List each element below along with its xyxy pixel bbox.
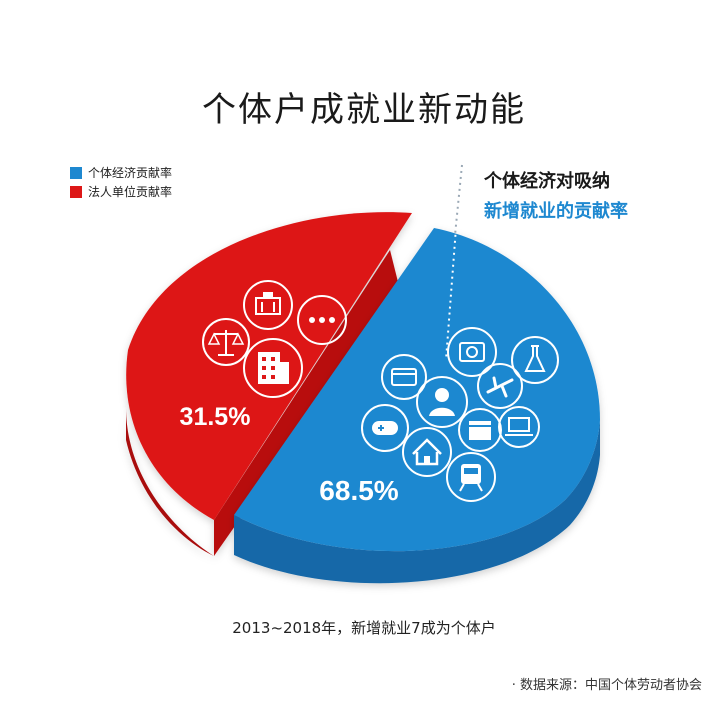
chart-subtitle: 2013~2018年，新增就业7成为个体户 (232, 619, 496, 637)
data-label-individual: 68.5% (319, 475, 398, 506)
office-building-icon (243, 338, 303, 398)
bank-icon (243, 280, 293, 330)
flask-icon (511, 336, 559, 384)
legend-swatch-red (70, 185, 82, 198)
airplane-icon (477, 363, 523, 409)
legend-label-individual: 个体经济贡献率 (88, 166, 173, 180)
annotation: 个体经济对吸纳 新增就业的贡献率 (484, 167, 628, 227)
data-source: · 数据来源：中国个体劳动者协会 (511, 678, 702, 693)
annotation-leader-line (445, 174, 461, 361)
train-icon (446, 452, 496, 502)
credit-card-icon (381, 354, 427, 400)
legend-item-individual: 个体经济贡献率 (70, 163, 172, 182)
laptop-icon (498, 406, 540, 448)
home-icon (402, 427, 452, 477)
legend-label-corporate: 法人单位贡献率 (88, 185, 173, 199)
pie-slice-individual-top (234, 228, 600, 552)
legend: 个体经济贡献率 法人单位贡献率 (70, 163, 172, 201)
annotation-line-2: 新增就业的贡献率 (484, 201, 628, 222)
person-icon (416, 376, 468, 428)
clapperboard-icon (458, 408, 502, 452)
data-label-corporate: 31.5% (180, 403, 251, 431)
legend-item-corporate: 法人单位贡献率 (70, 182, 172, 201)
legend-swatch-blue (70, 166, 82, 179)
annotation-line-1: 个体经济对吸纳 (484, 171, 610, 192)
more-icon (297, 295, 347, 345)
camera-icon (447, 327, 497, 377)
chart-title: 个体户成就业新动能 (202, 90, 526, 130)
scales-icon (202, 318, 250, 366)
pie-slice-corporate-side (125, 405, 214, 556)
pie-slice-individual (234, 228, 600, 584)
pie-slice-individual-side (234, 420, 600, 584)
gamepad-icon (361, 404, 409, 452)
